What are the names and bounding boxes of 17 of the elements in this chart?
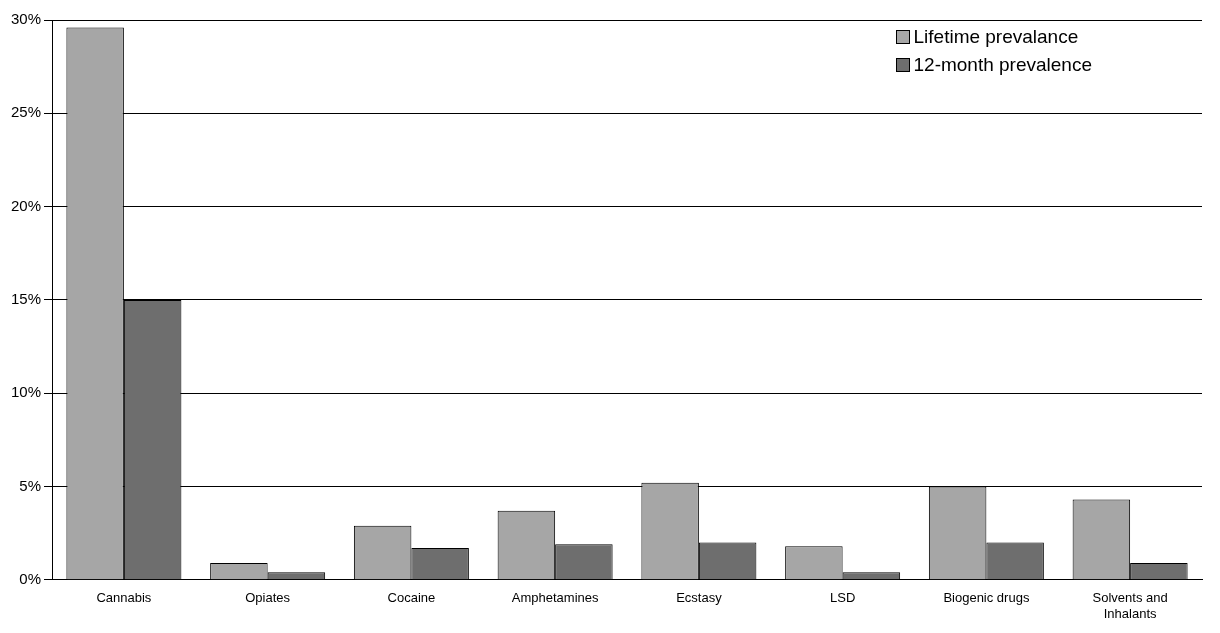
x-tick-label: Solvents and Inhalants xyxy=(1092,590,1168,621)
y-tick-label: 0% xyxy=(19,569,42,587)
y-tick-label: 20% xyxy=(10,196,42,214)
y-tick-label: 10% xyxy=(10,383,42,401)
y-tick-label: 25% xyxy=(10,103,42,121)
x-tick-label: Biogenic drugs xyxy=(943,590,1030,606)
x-tick-label: Cocaine xyxy=(387,590,436,606)
x-tick-label: Cannabis xyxy=(96,590,152,606)
legend-label: Lifetime prevalance xyxy=(913,26,1079,48)
y-tick-label: 15% xyxy=(10,290,42,308)
x-tick-label: Opiates xyxy=(245,590,291,606)
y-tick-label: 30% xyxy=(10,10,42,28)
legend-label: 12-month prevalence xyxy=(913,54,1092,76)
x-tick-label: Amphetamines xyxy=(511,590,599,606)
y-tick-label: 5% xyxy=(19,476,42,494)
x-tick-label: Ecstasy xyxy=(676,590,723,606)
x-tick-label: LSD xyxy=(829,590,856,606)
